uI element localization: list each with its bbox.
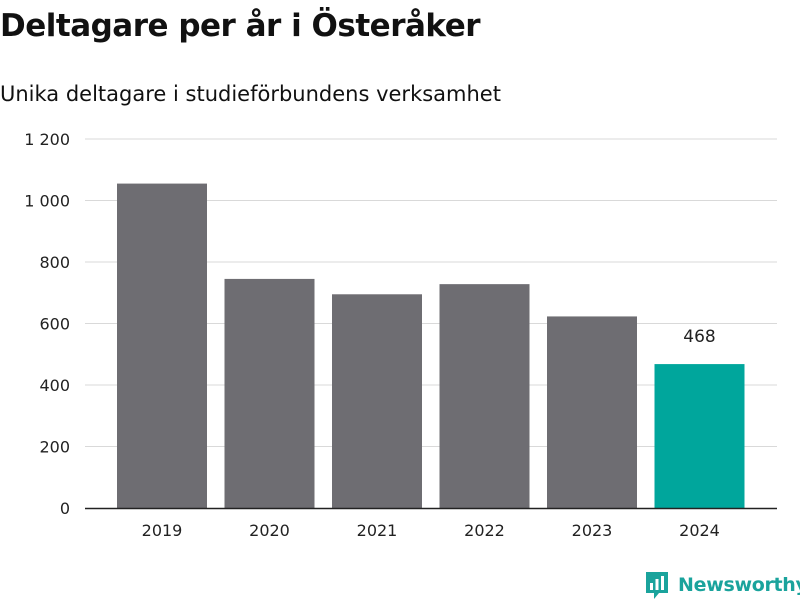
y-tick-label: 1 200	[24, 130, 70, 149]
brand: Newsworthy	[644, 570, 800, 600]
newsworthy-logo-icon	[646, 572, 668, 599]
chart-title: Deltagare per år i Österåker	[0, 8, 481, 44]
bar-2019	[117, 183, 207, 508]
y-tick-label: 0	[60, 499, 70, 518]
x-tick-label: 2019	[142, 521, 183, 540]
bar-2024	[654, 364, 745, 508]
bar-2021	[332, 294, 422, 508]
y-tick-label: 1 000	[24, 192, 70, 211]
x-tick-label: 2022	[464, 521, 505, 540]
bar-2023	[547, 316, 637, 508]
y-tick-label: 800	[39, 253, 70, 272]
data-label: 468	[683, 327, 715, 347]
x-axis-tick-labels: 2019 2020 2021 2022 2023 2024	[142, 521, 720, 540]
bar-2020	[224, 278, 315, 508]
y-axis-tick-labels: 0 200 400 600 800 1 000 1 200	[24, 130, 70, 518]
bars	[117, 183, 745, 508]
x-tick-label: 2023	[572, 521, 613, 540]
y-tick-label: 400	[39, 376, 70, 395]
brand-name: Newsworthy	[678, 574, 800, 596]
x-tick-label: 2021	[357, 521, 398, 540]
chart-subtitle: Unika deltagare i studieförbundens verks…	[0, 82, 501, 106]
bar-2022	[439, 284, 530, 508]
x-tick-label: 2020	[249, 521, 290, 540]
data-labels: 468	[683, 327, 715, 347]
y-tick-label: 200	[39, 438, 70, 457]
x-tick-label: 2024	[679, 521, 720, 540]
y-tick-label: 600	[39, 315, 70, 334]
